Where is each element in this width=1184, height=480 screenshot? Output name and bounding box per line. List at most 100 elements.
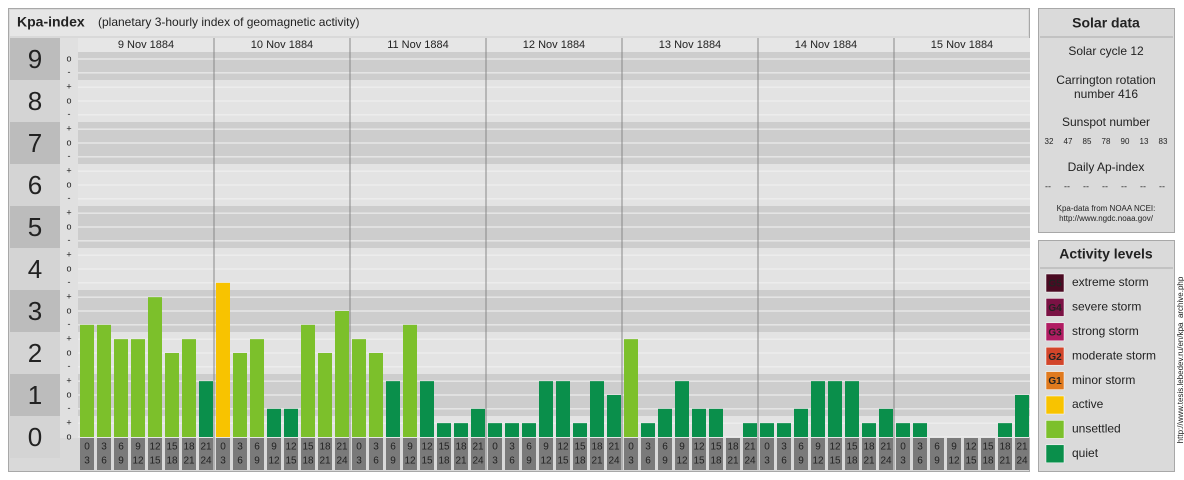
y-tick-label: 4 [28, 254, 42, 284]
hour-box [216, 438, 230, 470]
legend-swatch [1045, 395, 1065, 415]
legend-swatch [1045, 273, 1065, 293]
y-tick-label: 9 [28, 44, 42, 74]
bar [420, 381, 434, 437]
hour-label: 3 [84, 456, 90, 467]
bar [896, 423, 910, 437]
hour-label: 21 [200, 442, 212, 453]
hour-box [148, 438, 162, 470]
hour-label: 12 [268, 456, 280, 467]
hour-label: 18 [319, 442, 331, 453]
hour-label: 3 [509, 442, 515, 453]
hour-label: 3 [645, 442, 651, 453]
ap-value: -- [1121, 181, 1127, 191]
hour-label: 9 [526, 456, 532, 467]
hour-label: 3 [628, 456, 634, 467]
hour-box [811, 438, 825, 470]
sunspot-value: 47 [1064, 137, 1073, 146]
y-tick-label: 5 [28, 212, 42, 242]
hour-label: 0 [356, 442, 362, 453]
hour-label: 9 [815, 442, 821, 453]
hour-box [794, 438, 808, 470]
hour-label: 6 [526, 442, 532, 453]
bar [488, 423, 502, 437]
hour-label: 21 [608, 442, 620, 453]
hour-box [250, 438, 264, 470]
hour-label: 6 [662, 442, 668, 453]
hour-label: 15 [965, 456, 977, 467]
y-tick-label: 3 [28, 296, 42, 326]
y-minor-label: + [66, 376, 71, 386]
hour-box [539, 438, 553, 470]
bar [114, 339, 128, 437]
hour-label: 18 [999, 442, 1011, 453]
ap-value: -- [1045, 181, 1051, 191]
bar [743, 423, 757, 437]
hour-label: 18 [982, 456, 994, 467]
legend-badge: G5 [1048, 279, 1062, 290]
hour-label: 3 [356, 456, 362, 467]
bar [165, 353, 179, 437]
hour-label: 9 [118, 456, 124, 467]
bar [250, 339, 264, 437]
y-band [78, 416, 1030, 437]
hour-box [182, 438, 196, 470]
y-band-label [10, 206, 60, 248]
title-bar [10, 10, 1028, 36]
y-minor-label: o [66, 179, 71, 189]
bar [335, 311, 349, 437]
hour-box [420, 438, 434, 470]
hour-label: 24 [336, 456, 348, 467]
legend-label: moderate storm [1072, 348, 1156, 362]
bar [556, 381, 570, 437]
y-minor-label: o [66, 95, 71, 105]
y-minor-label: + [66, 292, 71, 302]
bar [1015, 395, 1029, 437]
hour-label: 3 [917, 442, 923, 453]
hour-box [301, 438, 315, 470]
hour-label: 6 [373, 456, 379, 467]
hour-label: 12 [693, 442, 705, 453]
y-band-label [10, 374, 60, 416]
y-tick-label: 7 [28, 128, 42, 158]
hour-box [386, 438, 400, 470]
bar [658, 408, 672, 437]
y-tick-label: 0 [28, 422, 42, 452]
hour-box [454, 438, 468, 470]
hour-label: 18 [166, 456, 178, 467]
ap-value: -- [1064, 181, 1070, 191]
bar [811, 381, 825, 437]
hour-label: 15 [982, 442, 994, 453]
hour-box [471, 438, 485, 470]
hour-label: 9 [934, 456, 940, 467]
y-minor-label: - [68, 109, 71, 119]
carrington: Carrington rotation [1056, 73, 1155, 87]
bar [590, 381, 604, 437]
bar [148, 297, 162, 437]
hour-label: 6 [781, 456, 787, 467]
bar [760, 423, 774, 437]
hour-label: 15 [438, 442, 450, 453]
y-minor-label: - [68, 403, 71, 413]
legend-label: severe storm [1072, 300, 1141, 314]
legend-swatch [1045, 371, 1065, 390]
hour-label: 6 [934, 442, 940, 453]
hour-label: 6 [917, 456, 923, 467]
hour-label: 9 [679, 442, 685, 453]
hour-box [760, 438, 774, 470]
y-minor-label: o [66, 221, 71, 231]
hour-label: 12 [965, 442, 977, 453]
hour-box [726, 438, 740, 470]
hour-box [267, 438, 281, 470]
bar [794, 408, 808, 437]
legend-label: strong storm [1072, 324, 1139, 338]
y-minor-label: - [68, 361, 71, 371]
y-band-label [10, 332, 60, 374]
y-band-label [10, 416, 60, 458]
bar [879, 408, 893, 437]
bar [471, 408, 485, 437]
hour-label: 21 [183, 456, 195, 467]
hour-box [488, 438, 502, 470]
hour-box [947, 438, 961, 470]
